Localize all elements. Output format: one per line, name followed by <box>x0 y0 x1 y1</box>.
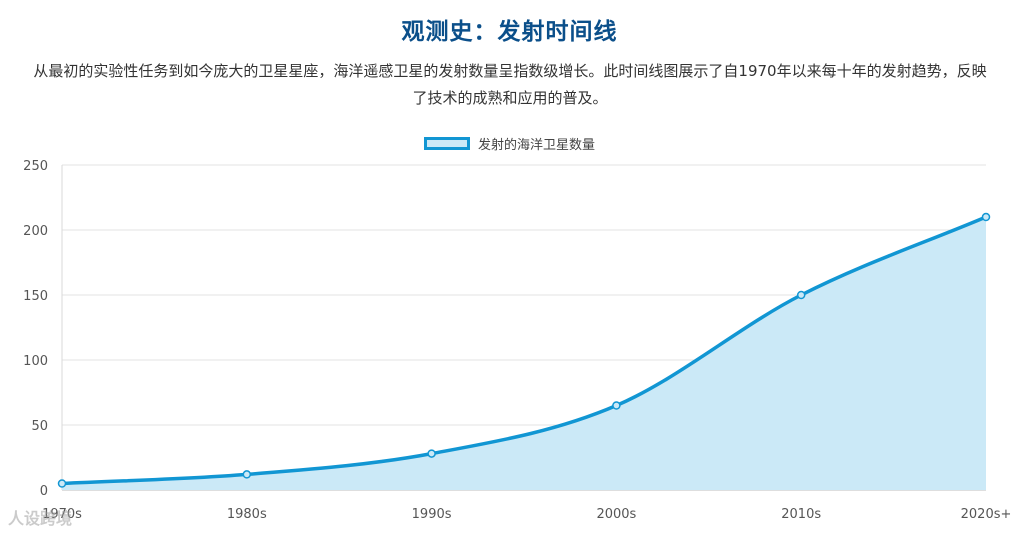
legend-swatch <box>423 137 470 150</box>
series-layer <box>57 212 991 490</box>
x-tick-label: 1990s <box>412 507 452 522</box>
x-tick-label: 1980s <box>227 507 267 522</box>
data-point[interactable] <box>981 212 991 222</box>
x-axis-ticks: 1970s 1980s 1990s 2000s 2010s 2020s+ <box>42 507 1011 522</box>
x-tick-label: 2020s+ <box>961 507 1012 522</box>
x-tick-label: 1970s <box>42 507 82 522</box>
y-tick-label: 200 <box>23 224 48 239</box>
legend-label: 发射的海洋卫星数量 <box>477 138 595 153</box>
data-point[interactable] <box>612 401 621 410</box>
data-point[interactable] <box>427 449 436 458</box>
data-point[interactable] <box>242 470 252 479</box>
data-point[interactable] <box>796 290 806 300</box>
chart-legend[interactable]: 发射的海洋卫星数量 <box>0 134 1019 154</box>
y-tick-label: 0 <box>40 484 48 499</box>
chart-title: 观测史：发射时间线 <box>401 19 618 45</box>
y-tick-label: 50 <box>31 419 48 434</box>
series-line <box>61 215 987 486</box>
x-tick-label: 2000s <box>596 507 636 522</box>
y-tick-label: 250 <box>23 159 48 174</box>
x-tick-label: 2010s <box>781 507 821 522</box>
series-area-fill <box>62 217 986 490</box>
watermark-logo: 人设跨境 <box>8 509 73 528</box>
y-tick-label: 150 <box>23 289 48 304</box>
y-axis-ticks: 0 50 100 150 200 250 <box>23 159 48 499</box>
y-tick-label: 100 <box>23 354 48 369</box>
data-point[interactable] <box>57 479 67 488</box>
chart-subtitle: 从最初的实验性任务到如今庞大的卫星星座，海洋遥感卫星的发射数量呈指数级增长。此时… <box>33 62 987 107</box>
